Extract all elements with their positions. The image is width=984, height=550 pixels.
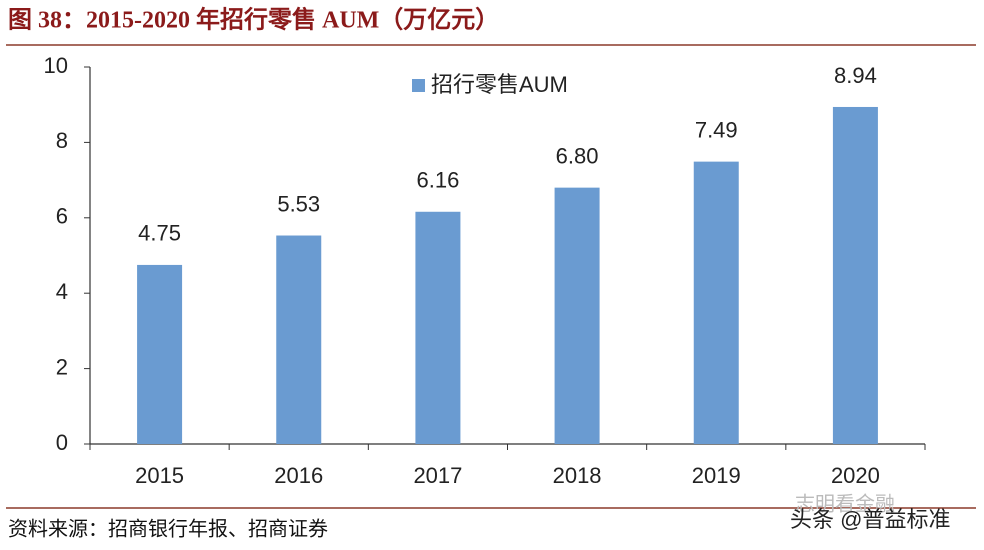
legend-swatch [412, 79, 425, 92]
y-tick-label: 4 [56, 279, 68, 304]
value-label: 8.94 [834, 63, 877, 88]
bar [832, 106, 878, 444]
bar [137, 264, 183, 444]
value-label: 7.49 [695, 117, 738, 142]
source-note: 资料来源：招商银行年报、招商证券 [8, 517, 328, 540]
bar [693, 161, 739, 444]
x-tick-label: 2015 [135, 463, 184, 488]
x-tick-label: 2020 [831, 463, 880, 488]
legend-label: 招行零售AUM [431, 72, 568, 97]
value-label: 6.80 [556, 143, 599, 168]
y-tick-label: 6 [56, 204, 68, 229]
value-label: 6.16 [417, 168, 460, 193]
x-tick-label: 2017 [413, 463, 462, 488]
value-label: 5.53 [277, 191, 320, 216]
y-tick-label: 0 [56, 430, 68, 455]
x-tick-label: 2018 [553, 463, 602, 488]
y-tick-label: 8 [56, 128, 68, 153]
chart-title: 图 38：2015-2020 年招行零售 AUM（万亿元） [8, 6, 499, 34]
bar [415, 211, 461, 444]
y-tick-label: 10 [44, 53, 68, 78]
value-label: 4.75 [138, 221, 181, 246]
watermark: 头条 @普益标准 [790, 507, 950, 532]
y-tick-label: 2 [56, 354, 68, 379]
bar [554, 187, 600, 444]
x-tick-label: 2019 [692, 463, 741, 488]
x-tick-label: 2016 [274, 463, 323, 488]
bar [276, 235, 322, 444]
watermark-faint: 志明看金融 [795, 492, 895, 515]
